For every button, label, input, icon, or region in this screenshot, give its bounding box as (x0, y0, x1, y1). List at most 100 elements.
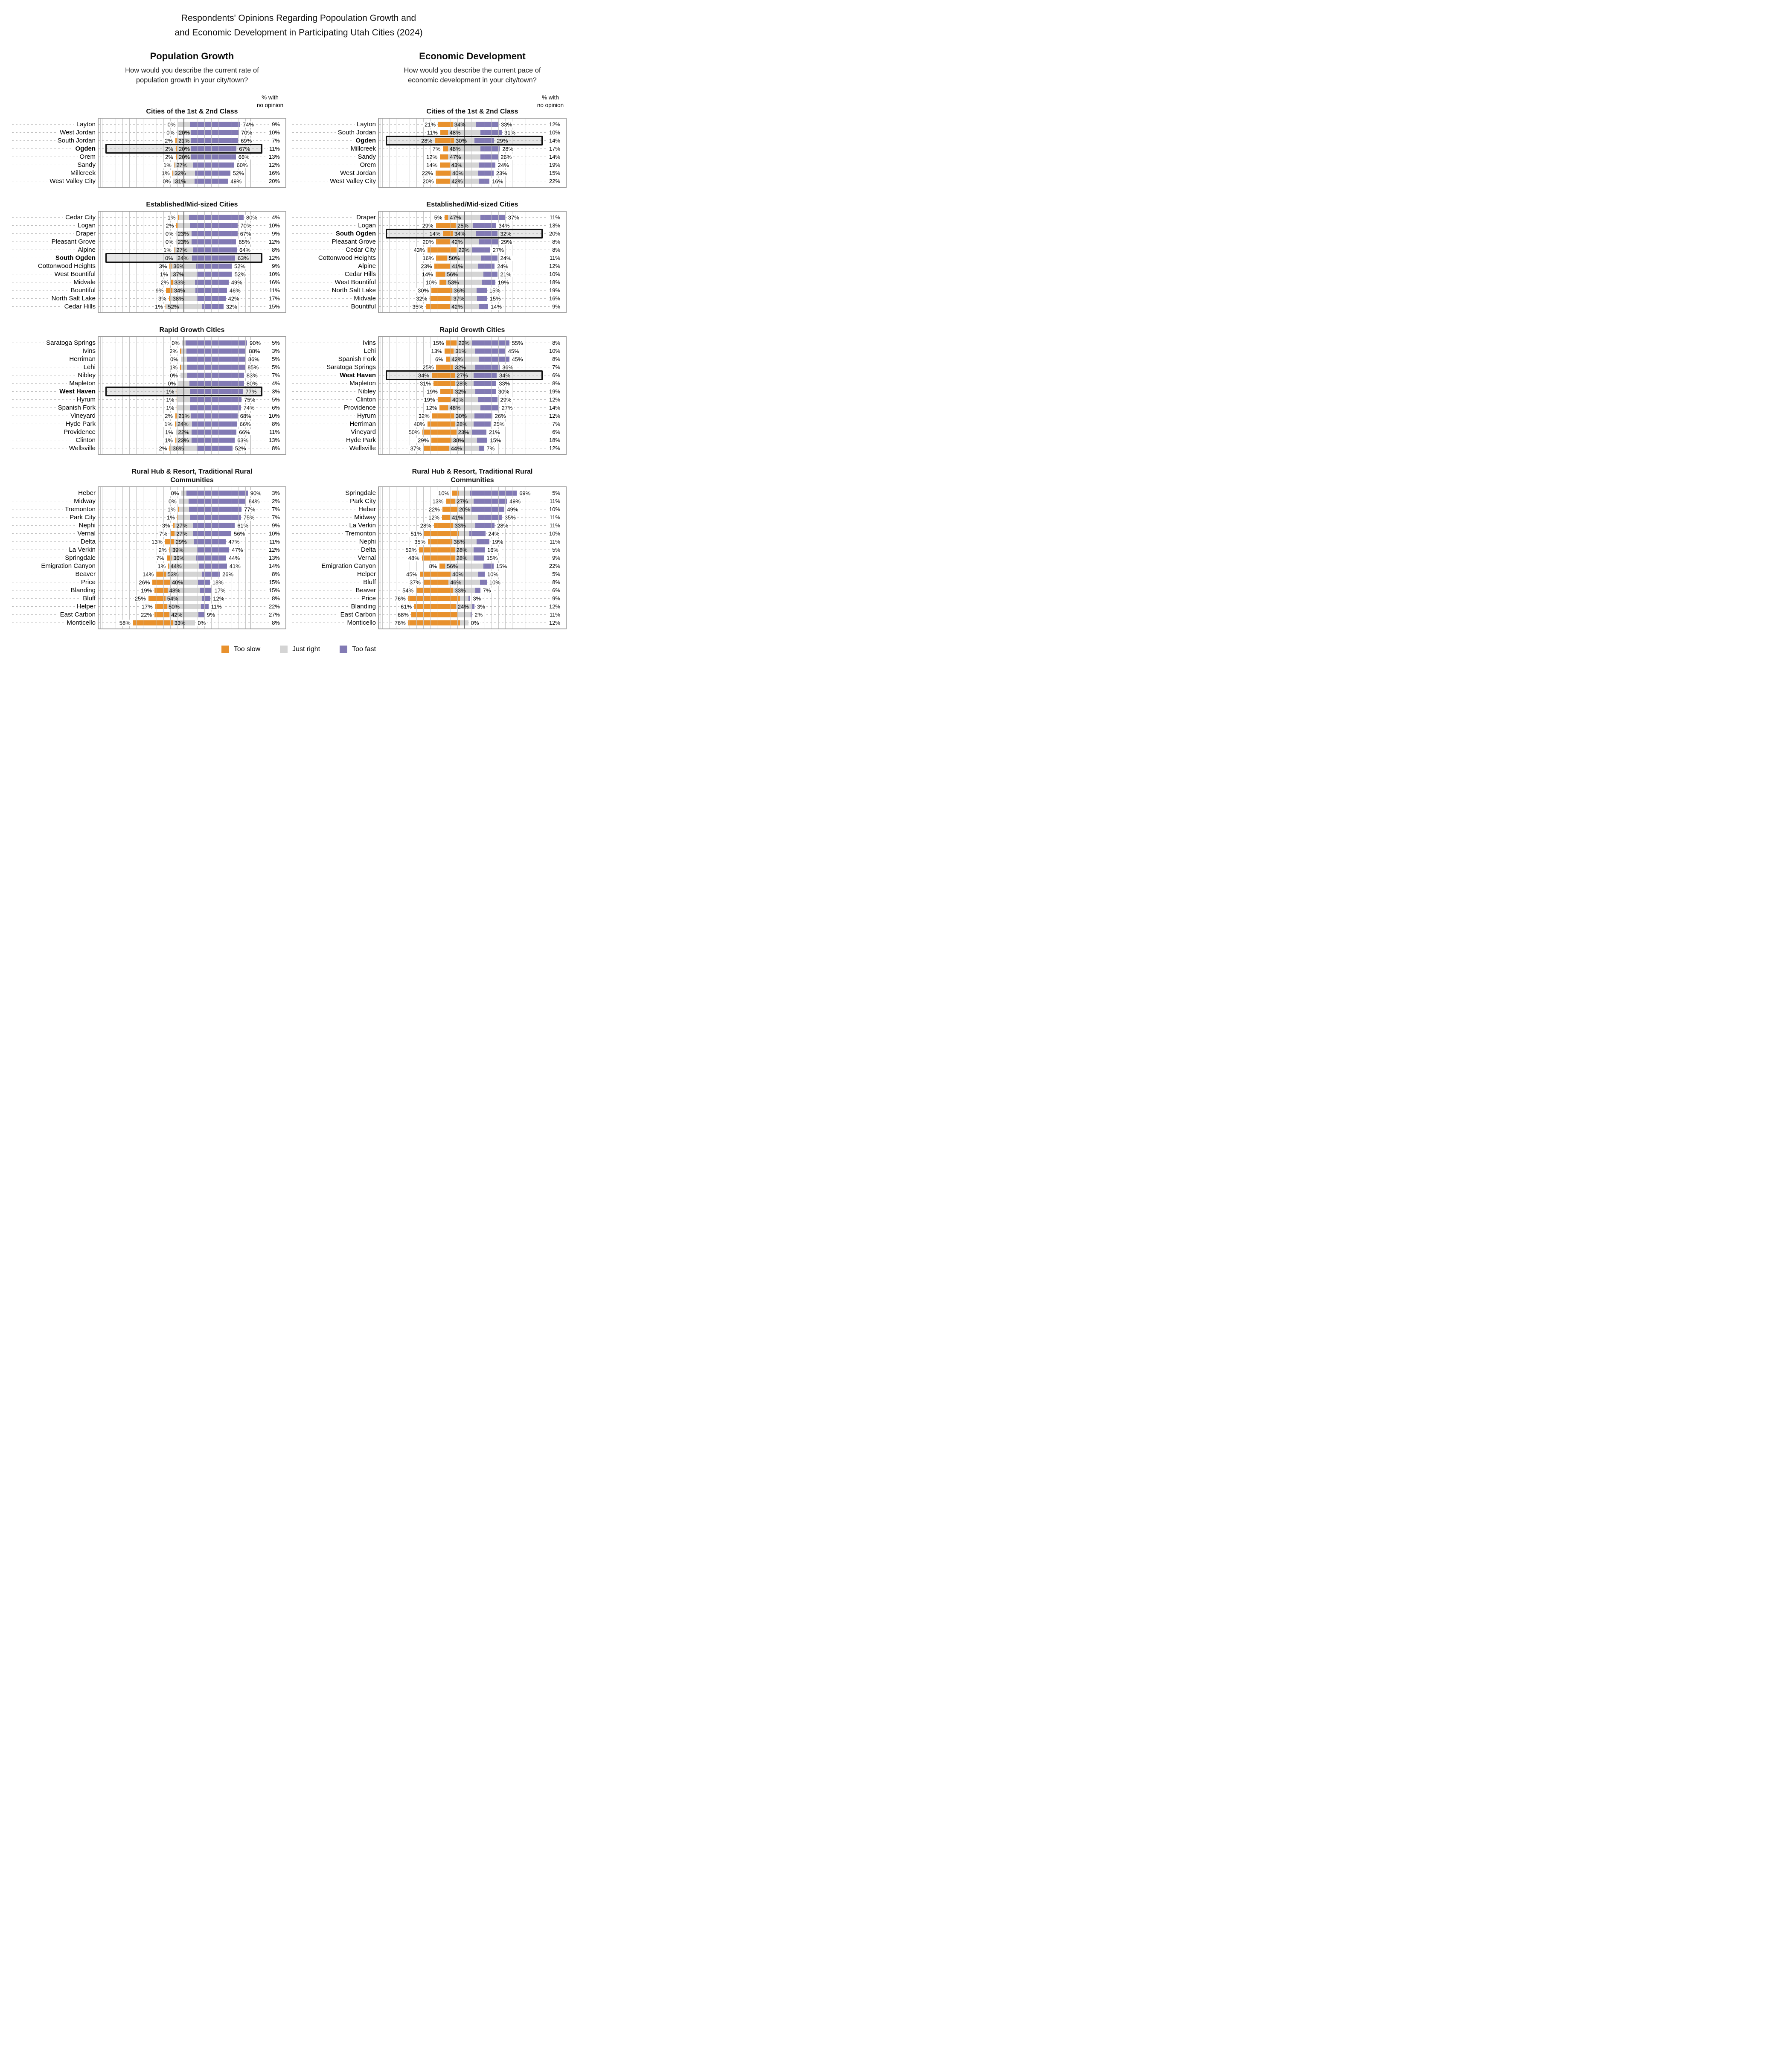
value-label-just-right: 42% (451, 178, 463, 185)
value-label-too-fast: 29% (500, 239, 514, 245)
bar-too-fast (480, 146, 500, 152)
panel-title: Rural Hub & Resort, Traditional Rural Com… (131, 468, 253, 484)
no-opinion-cell: 9% (250, 262, 285, 270)
legend-item-too-slow: Too slow (221, 646, 261, 654)
column-subtitle-line1: How would you describe the current rate … (125, 67, 259, 75)
value-label-too-slow: 32% (415, 295, 429, 302)
bar-too-fast (480, 579, 487, 585)
city-label: Orem (77, 153, 98, 161)
bar-plot-cell: 43% 22% 27% (379, 246, 531, 254)
city-label-row: Logan (291, 221, 378, 230)
value-label-too-slow: 8% (428, 563, 439, 570)
value-label-too-fast: 64% (238, 247, 252, 253)
value-label-too-fast: 27% (491, 247, 505, 253)
value-label-too-fast: 24% (499, 255, 513, 262)
city-label: Tremonton (63, 506, 98, 513)
column-subtitle-line2: population growth in your city/town? (136, 76, 248, 84)
value-label-just-right: 50% (449, 255, 460, 262)
city-label-row: Bountiful (10, 286, 98, 294)
city-label-row: Nephi (10, 521, 98, 529)
bar-just-right (180, 356, 187, 362)
city-label: West Valley City (328, 177, 378, 185)
bar-plot-cell: 14% 53% 26% (99, 570, 250, 578)
value-label-too-slow: 23% (419, 263, 433, 270)
bar-plot-cell: 6% 42% 45% (379, 355, 531, 363)
city-label: Ivins (80, 347, 98, 355)
legend-label-too-slow: Too slow (233, 646, 261, 653)
city-label: Vineyard (349, 428, 378, 436)
no-opinion-cell: 9% (250, 230, 285, 238)
value-label-too-slow: 3% (157, 295, 168, 302)
city-label: Ogden (353, 137, 378, 145)
city-label-row: Cottonwood Heights (10, 262, 98, 270)
value-label-too-slow: 76% (393, 595, 407, 602)
value-label-just-right: 53% (167, 571, 179, 578)
value-label-too-slow: 7% (158, 530, 169, 537)
value-label-just-right: 47% (450, 214, 461, 221)
city-label: Millcreek (68, 169, 98, 177)
bar-plot-cell: 51% 24% (379, 529, 531, 538)
city-label-row: Nibley (10, 371, 98, 379)
city-label-row: South Jordan (10, 137, 98, 145)
city-label-gutter: Layton South Jordan Ogden Millcreek Sandy Ore… (291, 118, 378, 188)
value-label-just-right: 44% (170, 563, 182, 570)
legend-label-too-fast: Too fast (352, 646, 376, 653)
no-opinion-value: 6% (551, 372, 561, 379)
bar-too-slow (423, 579, 449, 585)
city-label-gutter: Layton West Jordan South Jordan Ogden Orem Sa… (10, 118, 98, 188)
no-opinion-value: 12% (547, 445, 561, 452)
chart-row: 3% 36% 52% 9% (99, 262, 285, 270)
bar-plot-cell: 30% 36% 15% (379, 286, 531, 294)
city-label-row: Hyrum (291, 412, 378, 420)
city-label-row: Providence (10, 428, 98, 436)
value-label-too-slow: 1% (163, 421, 174, 428)
value-label-too-slow: 37% (409, 445, 423, 452)
bar-plot-cell: 10% 53% 19% (379, 278, 531, 286)
city-label: South Ogden (333, 230, 378, 238)
city-label: Vineyard (68, 412, 98, 420)
city-label-row: Millcreek (291, 145, 378, 153)
bar-too-fast (192, 421, 237, 427)
no-opinion-value: 12% (267, 162, 281, 169)
value-label-just-right: 20% (179, 154, 190, 160)
value-label-too-fast: 29% (499, 396, 513, 403)
no-opinion-cell: 10% (531, 347, 566, 355)
value-label-too-fast: 3% (471, 595, 483, 602)
bar-too-fast (191, 154, 236, 160)
value-label-just-right: 22% (458, 247, 470, 253)
bar-too-fast (196, 263, 232, 269)
no-opinion-value: 11% (548, 611, 561, 618)
no-opinion-cell: 12% (531, 602, 566, 611)
value-label-too-fast: 29% (495, 137, 509, 144)
city-label-row: Ivins (291, 339, 378, 347)
chart-row: 2% 38% 52% 8% (99, 444, 285, 452)
city-label-row: Bountiful (291, 303, 378, 311)
no-opinion-cell: 10% (531, 529, 566, 538)
no-opinion-cell: 14% (531, 404, 566, 412)
bar-too-fast (478, 239, 498, 245)
bar-just-right (181, 348, 186, 354)
bar-too-fast (192, 255, 235, 261)
no-opinion-column-header: % with no opinion (256, 94, 284, 108)
bar-too-fast (476, 288, 487, 294)
value-label-just-right: 36% (454, 287, 465, 294)
city-label: West Haven (337, 372, 378, 379)
city-label-row: East Carbon (291, 611, 378, 619)
no-opinion-cell: 8% (250, 420, 285, 428)
bar-plot-cell: 13% 29% 47% (99, 538, 250, 546)
value-label-just-right: 56% (447, 563, 458, 570)
value-label-just-right: 20% (459, 506, 471, 513)
no-opinion-cell: 19% (531, 286, 566, 294)
chart-row: 52% 28% 16% 5% (379, 546, 566, 554)
value-label-too-fast: 66% (238, 421, 252, 428)
no-opinion-value: 8% (551, 356, 561, 363)
no-opinion-cell: 10% (250, 221, 285, 230)
city-label: Helper (74, 603, 98, 611)
value-label-just-right: 23% (177, 437, 189, 444)
chart-row: 28% 30% 29% 14% (379, 137, 566, 145)
value-label-too-fast: 3% (476, 603, 486, 610)
bar-plot-cell: 2% 20% 66% (99, 153, 251, 161)
value-label-too-slow: 52% (404, 547, 418, 553)
no-opinion-value: 5% (271, 364, 281, 371)
value-label-just-right: 37% (173, 271, 184, 278)
